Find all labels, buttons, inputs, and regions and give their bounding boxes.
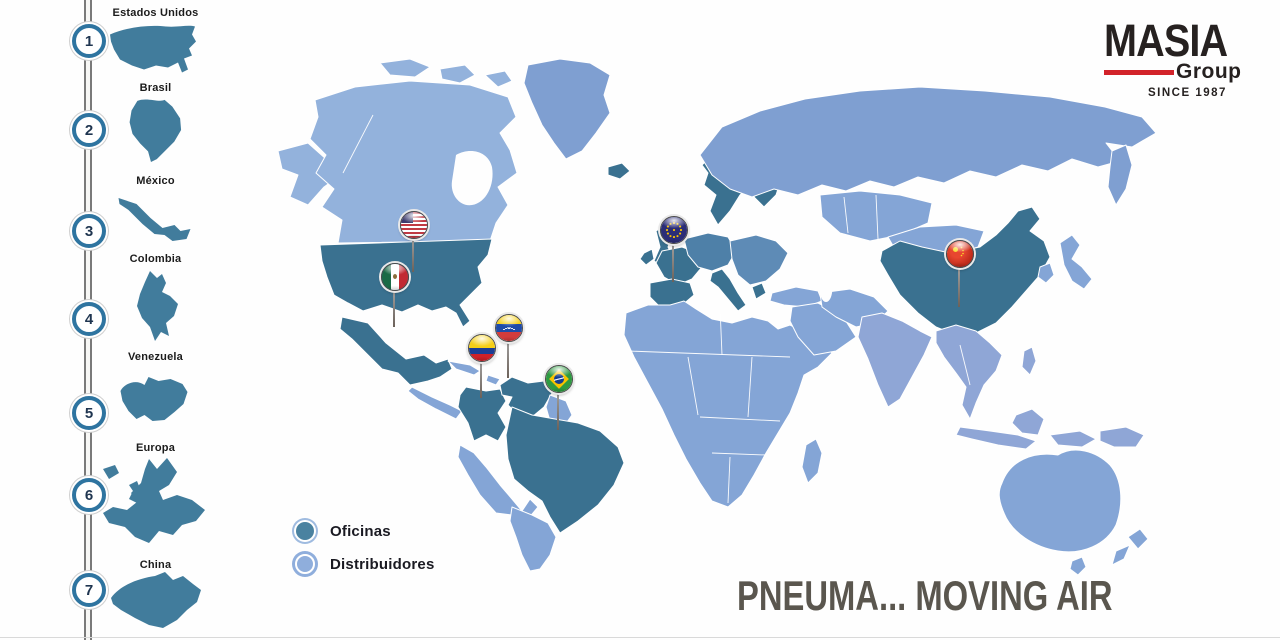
map-pin-brazil bbox=[545, 365, 573, 430]
region-central-america bbox=[407, 386, 463, 420]
sidebar-number-4: 4 bbox=[72, 302, 106, 336]
map-pin-europe bbox=[660, 216, 688, 282]
country-russia bbox=[699, 86, 1157, 198]
country-japan bbox=[1059, 234, 1093, 290]
sidebar-label-mexico: México bbox=[136, 175, 175, 187]
map-pin-china bbox=[946, 240, 974, 307]
sidebar-label-venezuela: Venezuela bbox=[128, 351, 183, 363]
usa-silhouette-icon bbox=[108, 21, 198, 77]
sidebar-label-estados-unidos: Estados Unidos bbox=[112, 7, 199, 19]
sidebar-number-6: 6 bbox=[72, 478, 106, 512]
logo-since-text: SINCE 1987 bbox=[1148, 87, 1227, 99]
sidebar-number-3: 3 bbox=[72, 214, 106, 248]
logo-masia-text: MASIA bbox=[1104, 15, 1228, 66]
sidebar-label-brasil: Brasil bbox=[139, 82, 172, 94]
logo-group-text: Group bbox=[1176, 60, 1242, 83]
mexico-flag-icon bbox=[381, 263, 409, 291]
country-greenland bbox=[523, 58, 611, 160]
black-sea bbox=[776, 270, 808, 284]
region-argentina-chile bbox=[509, 506, 557, 572]
region-indonesia bbox=[955, 426, 1037, 450]
country-china bbox=[879, 206, 1051, 336]
masia-group-logo: MASIA Group SINCE 1987 bbox=[1104, 18, 1264, 99]
colombia-silhouette-icon bbox=[124, 268, 184, 346]
logo-red-underline bbox=[1104, 69, 1174, 75]
colombia-flag-icon bbox=[468, 334, 496, 362]
sidebar-number-7: 7 bbox=[72, 573, 106, 607]
region-kamchatka bbox=[1107, 144, 1133, 206]
venezuela-flag-icon bbox=[495, 314, 523, 342]
brazil-silhouette-icon bbox=[116, 95, 184, 163]
region-eastern-europe bbox=[729, 234, 789, 286]
sidebar-number-1: 1 bbox=[72, 24, 106, 58]
country-new-zealand bbox=[1127, 528, 1149, 550]
legend-offices: Oficinas bbox=[292, 518, 391, 544]
offices-marker-icon bbox=[292, 518, 318, 544]
country-india bbox=[857, 312, 933, 408]
country-iceland bbox=[607, 162, 631, 180]
world-map bbox=[277, 58, 1157, 576]
europe-silhouette-icon bbox=[97, 455, 212, 555]
map-pin-colombia bbox=[468, 334, 496, 398]
sidebar-label-china: China bbox=[139, 559, 172, 571]
country-italy bbox=[709, 268, 747, 312]
mexico-silhouette-icon bbox=[116, 192, 192, 247]
map-pin-usa bbox=[400, 211, 428, 272]
region-new-guinea bbox=[1099, 426, 1145, 448]
country-korea bbox=[1037, 262, 1055, 284]
bottom-divider bbox=[0, 637, 1280, 638]
distributors-label: Distribuidores bbox=[330, 555, 435, 573]
venezuela-silhouette-icon bbox=[114, 373, 190, 425]
offices-label: Oficinas bbox=[330, 522, 391, 540]
distributors-marker-icon bbox=[292, 551, 318, 577]
brazil-flag-icon bbox=[545, 365, 573, 393]
sidebar-label-europa: Europa bbox=[135, 442, 176, 454]
eu-flag-icon bbox=[660, 216, 688, 244]
map-pin-mexico bbox=[381, 263, 409, 327]
caspian-sea bbox=[818, 268, 833, 302]
china-flag-icon bbox=[946, 240, 974, 268]
country-brazil bbox=[505, 406, 625, 534]
china-silhouette-icon bbox=[99, 570, 204, 632]
map-pin-venezuela bbox=[495, 314, 523, 378]
region-central-europe bbox=[683, 232, 737, 272]
country-philippines bbox=[1021, 346, 1037, 376]
region-southeast-asia bbox=[935, 324, 1003, 420]
tagline: PNEUMA... MOVING AIR bbox=[737, 572, 1113, 619]
country-mexico bbox=[339, 316, 453, 386]
country-colombia bbox=[457, 386, 507, 442]
sidebar-label-colombia: Colombia bbox=[129, 253, 182, 265]
sidebar-number-5: 5 bbox=[72, 396, 106, 430]
legend-distributors: Distribuidores bbox=[292, 551, 434, 577]
country-madagascar bbox=[801, 438, 823, 484]
sidebar-number-2: 2 bbox=[72, 113, 106, 147]
usa-flag-icon bbox=[400, 211, 428, 239]
region-peru-bolivia bbox=[457, 444, 539, 520]
country-australia bbox=[998, 449, 1122, 553]
